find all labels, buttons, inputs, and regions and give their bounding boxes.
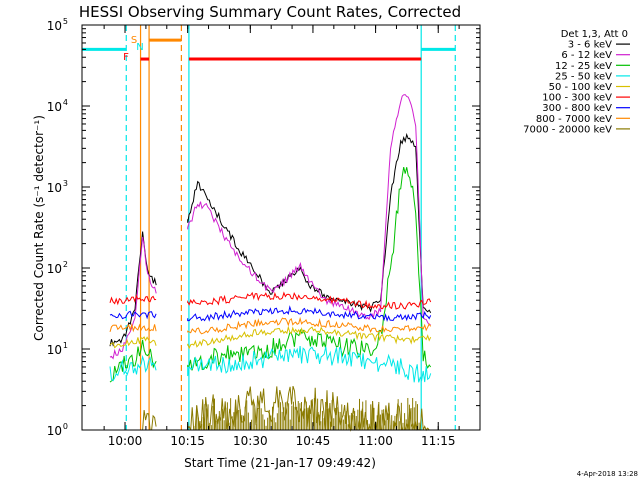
legend-label-0: 3 - 6 keV <box>568 40 612 51</box>
plot-frame <box>81 24 481 431</box>
x-tick-label-0: 10:00 <box>108 434 143 448</box>
series-line-0 <box>109 132 432 347</box>
legend-label-3: 25 - 50 keV <box>555 71 612 82</box>
series-line-7 <box>109 316 432 335</box>
y-tick-label-3: 10 <box>47 181 62 195</box>
y-axis-label: Corrected Count Rate (s⁻¹ detector⁻¹) <box>32 115 46 341</box>
y-tick-label-1: 10 <box>47 343 62 357</box>
legend-label-7: 800 - 7000 keV <box>536 114 612 125</box>
series-line-1 <box>109 94 431 360</box>
flag-f: F <box>123 52 129 63</box>
x-tick-label-1: 10:15 <box>170 434 205 448</box>
series-line-2 <box>109 166 432 383</box>
series-line-3 <box>109 345 432 383</box>
chart-title: HESSI Observing Summary Count Rates, Cor… <box>79 3 461 21</box>
legend-label-8: 7000 - 20000 keV <box>523 124 612 135</box>
y-tick-label-5: 10 <box>47 19 62 33</box>
y-tick-exp-3: 3 <box>63 179 68 188</box>
x-axis-label: Start Time (21-Jan-17 09:49:42) <box>184 456 376 470</box>
y-tick-exp-1: 1 <box>63 341 68 350</box>
legend-label-1: 6 - 12 keV <box>561 50 612 61</box>
y-tick-exp-2: 2 <box>63 260 68 269</box>
y-tick-exp-5: 5 <box>63 17 68 26</box>
x-tick-label-5: 11:15 <box>421 434 456 448</box>
series-line-6 <box>109 305 432 323</box>
x-tick-label-4: 11:00 <box>358 434 393 448</box>
flag-n: N <box>136 42 143 53</box>
legend-label-4: 50 - 100 keV <box>549 82 613 93</box>
x-tick-label-3: 10:45 <box>296 434 331 448</box>
y-tick-label-0: 10 <box>47 424 62 438</box>
series-line-4 <box>109 325 432 350</box>
y-tick-exp-4: 4 <box>63 98 68 107</box>
timestamp-label: 4-Apr-2018 13:28 <box>577 470 638 478</box>
y-tick-label-4: 10 <box>47 100 62 114</box>
legend-header: Det 1,3, Att 0 <box>561 29 628 40</box>
legend-label-2: 12 - 25 keV <box>555 61 612 72</box>
y-tick-label-2: 10 <box>47 262 62 276</box>
flag-s: S <box>131 35 137 46</box>
y-tick-exp-0: 0 <box>63 422 68 431</box>
legend-label-6: 300 - 800 keV <box>542 103 612 114</box>
series-line-5 <box>109 291 432 310</box>
legend-label-5: 100 - 300 keV <box>542 93 612 104</box>
x-tick-label-2: 10:30 <box>233 434 268 448</box>
